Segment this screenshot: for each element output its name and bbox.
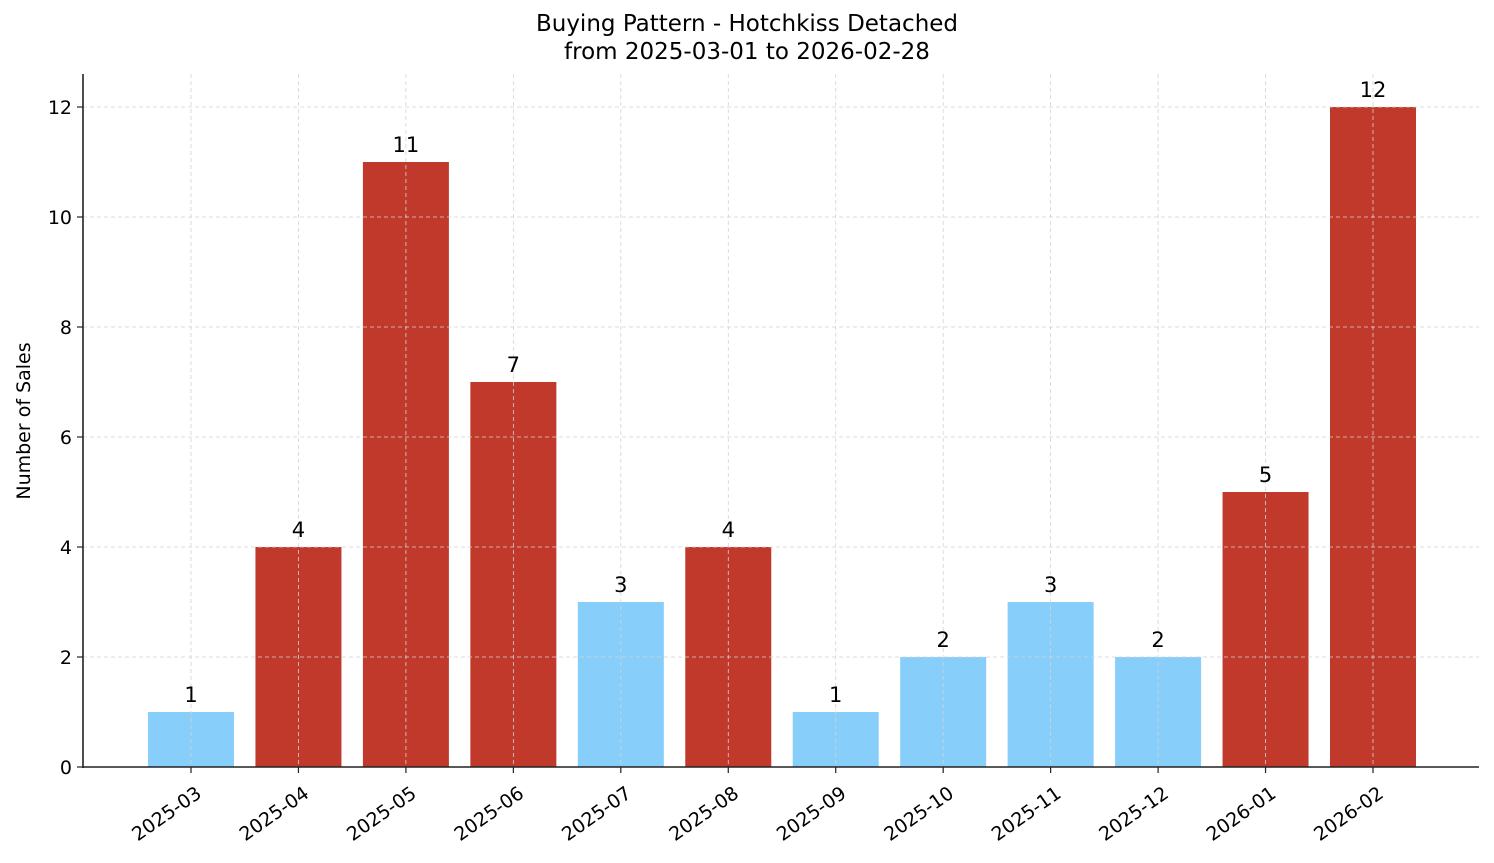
y-tick-label: 4 <box>60 537 72 559</box>
y-tick-label: 8 <box>60 317 72 339</box>
x-tick-label: 2025-12 <box>1095 782 1173 846</box>
x-tick-label: 2026-01 <box>1203 782 1281 846</box>
chart-subtitle: from 2025-03-01 to 2026-02-28 <box>564 39 930 65</box>
x-tick-label: 2025-10 <box>880 782 958 846</box>
x-tick-label: 2025-09 <box>773 782 851 846</box>
x-tick-label: 2025-06 <box>450 782 528 846</box>
x-tick-label: 2025-03 <box>128 782 206 846</box>
data-label: 3 <box>1044 573 1057 597</box>
chart-title: Buying Pattern - Hotchkiss Detached from… <box>0 10 1494 66</box>
x-tick-label: 2025-11 <box>988 782 1066 846</box>
x-tick-label: 2025-04 <box>235 782 313 846</box>
x-tick-label: 2026-02 <box>1310 782 1388 846</box>
x-tick-label: 2025-08 <box>665 782 743 846</box>
data-label: 4 <box>292 518 305 542</box>
data-label: 3 <box>614 573 627 597</box>
y-tick-label: 10 <box>48 207 72 229</box>
data-label: 11 <box>393 133 420 157</box>
bar-2025-05 <box>362 162 449 767</box>
data-label: 4 <box>722 518 735 542</box>
data-label: 1 <box>184 683 197 707</box>
data-label: 1 <box>829 683 842 707</box>
chart-title-main: Buying Pattern - Hotchkiss Detached <box>535 11 959 37</box>
data-label: 2 <box>936 628 949 652</box>
y-tick-label: 6 <box>60 427 72 449</box>
data-label: 5 <box>1259 463 1272 487</box>
data-label: 12 <box>1360 78 1387 102</box>
data-label: 2 <box>1151 628 1164 652</box>
y-tick-label: 12 <box>48 97 72 119</box>
y-tick-label: 0 <box>60 757 72 779</box>
x-tick-label: 2025-07 <box>558 782 636 846</box>
x-tick-label: 2025-05 <box>343 782 421 846</box>
y-tick-label: 2 <box>60 647 72 669</box>
data-label: 7 <box>507 353 520 377</box>
